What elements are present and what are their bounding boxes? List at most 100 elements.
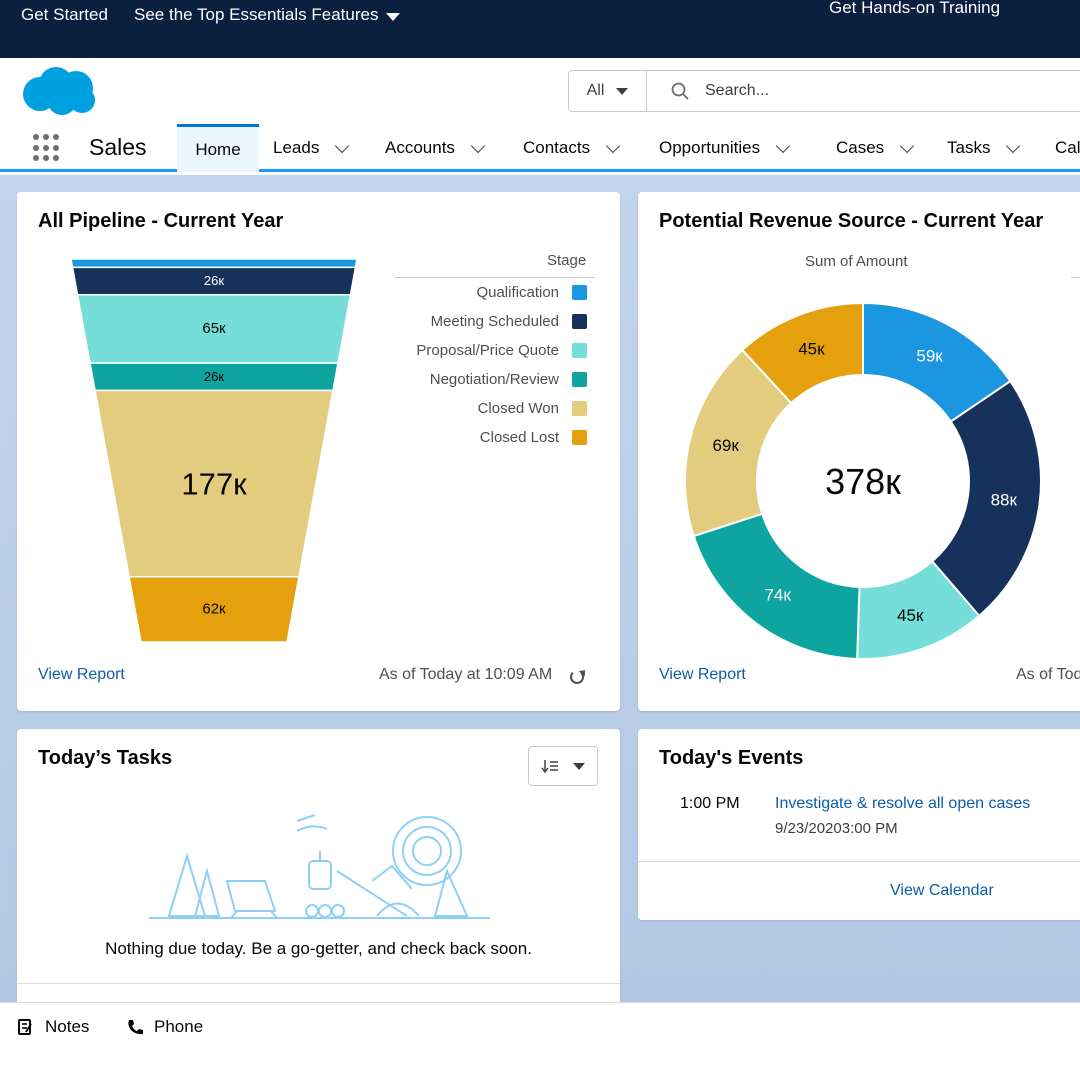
chevron-down-icon[interactable] <box>776 138 791 153</box>
legend-item-label: Meeting Scheduled <box>430 313 559 330</box>
event-time: 1:00 PM <box>680 795 740 812</box>
training-link[interactable]: Get Hands-on Training <box>829 0 1001 17</box>
tab-label: Leads <box>273 138 320 157</box>
legend-item-label: Qualification <box>476 284 559 301</box>
app-launcher-icon[interactable] <box>33 134 61 162</box>
phone-utility-item[interactable]: Phone <box>126 1017 203 1037</box>
chevron-down-icon[interactable] <box>606 138 621 153</box>
search-scope-label: All <box>586 82 605 99</box>
tab-label: Cal <box>1055 138 1080 157</box>
funnel-segment[interactable] <box>128 576 300 643</box>
donut-slice-label: 74к <box>764 585 791 604</box>
sort-icon <box>541 760 558 774</box>
chevron-down-icon[interactable] <box>470 138 486 153</box>
get-started-link[interactable]: Get Started <box>21 5 108 24</box>
app-name: Sales <box>89 134 147 160</box>
funnel-segment[interactable] <box>70 258 358 269</box>
legend-swatch <box>572 430 587 445</box>
app-nav-bar: Sales Home Leads Accounts Contacts Oppor… <box>0 124 1080 172</box>
notes-label: Notes <box>45 1017 90 1036</box>
legend-swatch <box>572 401 587 416</box>
tab-leads[interactable]: Leads <box>273 124 350 172</box>
donut-slice-label: 45к <box>798 340 825 359</box>
chevron-down-icon[interactable] <box>900 138 915 153</box>
caret-down-icon <box>573 762 585 770</box>
funnel-segment-label: 65к <box>202 320 226 337</box>
phone-icon <box>128 1020 143 1035</box>
legend-title: Stage <box>547 252 587 269</box>
legend-item[interactable]: Qualification <box>287 284 587 301</box>
notes-utility-item[interactable]: Notes <box>17 1017 89 1037</box>
legend-swatch <box>572 285 587 300</box>
tab-label: Tasks <box>947 138 991 157</box>
revenue-card: Potential Revenue Source - Current Year … <box>638 192 1080 711</box>
global-header: All <box>0 58 1080 124</box>
home-page-body: All Pipeline - Current Year 26к 65к 26к 177… <box>0 175 1080 1019</box>
search-box <box>647 71 1080 111</box>
tab-contacts[interactable]: Contacts <box>523 124 621 172</box>
tab-accounts[interactable]: Accounts <box>385 124 486 172</box>
legend-divider <box>395 277 595 278</box>
legend-swatch <box>572 343 587 358</box>
legend-item-label: Proposal/Price Quote <box>416 342 559 359</box>
tab-home[interactable]: Home <box>177 124 259 172</box>
events-card-title: Today's Events <box>659 747 804 769</box>
legend-item[interactable]: Closed Lost <box>287 429 587 446</box>
events-card: Today's Events 1:00 PM Investigate & res… <box>638 729 1080 920</box>
tab-label: Cases <box>836 138 885 157</box>
revenue-card-title: Potential Revenue Source - Current Year <box>659 210 1044 232</box>
top-features-label: See the Top Essentials Features <box>134 5 379 24</box>
tasks-empty-message: Nothing due today. Be a go-getter, and c… <box>105 939 532 958</box>
event-title-link[interactable]: Investigate & resolve all open cases <box>775 795 1031 812</box>
legend-item-label: Closed Won <box>477 400 559 417</box>
as-of-timestamp: As of Today at 10:09 AM <box>379 666 553 683</box>
top-features-menu[interactable]: See the Top Essentials Features <box>134 5 401 25</box>
revenue-donut-chart: 59к 88к 45к 74к 69к 45к 378к <box>684 301 1042 660</box>
refresh-icon[interactable] <box>570 670 584 684</box>
donut-slice[interactable] <box>930 379 1042 618</box>
tasks-card-title: Today’s Tasks <box>38 747 173 769</box>
pipeline-card: All Pipeline - Current Year 26к 65к 26к 177… <box>17 192 620 711</box>
tab-calendar[interactable]: Cal <box>1055 124 1080 172</box>
tab-label: Home <box>195 139 241 159</box>
tab-label: Contacts <box>523 138 591 157</box>
top-banner: Get Started See the Top Essentials Featu… <box>0 0 1080 58</box>
tab-opportunities[interactable]: Opportunities <box>659 124 791 172</box>
pipeline-card-title: All Pipeline - Current Year <box>38 210 284 232</box>
tab-tasks[interactable]: Tasks <box>947 124 1021 172</box>
funnel-segment-label: 26к <box>204 369 224 384</box>
search-input[interactable] <box>705 82 1005 100</box>
legend-item[interactable]: Meeting Scheduled <box>287 313 587 330</box>
donut-slice-label: 45к <box>897 606 924 625</box>
donut-slice[interactable] <box>741 301 864 405</box>
funnel-segment-label: 26к <box>204 273 224 288</box>
view-calendar-link[interactable]: View Calendar <box>890 882 994 899</box>
chevron-down-icon[interactable] <box>335 138 350 153</box>
funnel-segment-label: 177к <box>181 467 247 502</box>
sort-tasks-button[interactable] <box>528 746 598 786</box>
tasks-card: Today’s Tasks <box>17 729 620 1019</box>
chevron-down-icon[interactable] <box>1006 138 1021 153</box>
view-report-link[interactable]: View Report <box>659 666 746 683</box>
view-report-link[interactable]: View Report <box>38 666 125 683</box>
card-divider <box>17 983 620 984</box>
caret-down-icon <box>386 12 401 21</box>
search-scope-dropdown[interactable]: All <box>569 71 647 111</box>
donut-slice-label: 69к <box>712 436 739 455</box>
legend-swatch <box>572 372 587 387</box>
legend-item[interactable]: Negotiation/Review <box>287 371 587 388</box>
notes-icon <box>18 1019 32 1035</box>
caret-down-icon <box>616 87 629 95</box>
tab-label: Opportunities <box>659 138 761 157</box>
utility-bar: Notes Phone <box>0 1002 1080 1080</box>
donut-total-label: 378к <box>825 461 901 502</box>
cloud-logo-icon[interactable] <box>20 64 98 118</box>
pipeline-funnel-chart: 26к 65к 26к 177к 62к <box>70 258 358 643</box>
donut-slice-label: 88к <box>991 491 1018 510</box>
tab-cases[interactable]: Cases <box>836 124 915 172</box>
legend-item[interactable]: Proposal/Price Quote <box>287 342 587 359</box>
legend-item-label: Negotiation/Review <box>429 371 559 388</box>
card-divider <box>638 861 1080 862</box>
as-of-timestamp: As of Tod <box>1016 666 1080 683</box>
legend-item[interactable]: Closed Won <box>287 400 587 417</box>
